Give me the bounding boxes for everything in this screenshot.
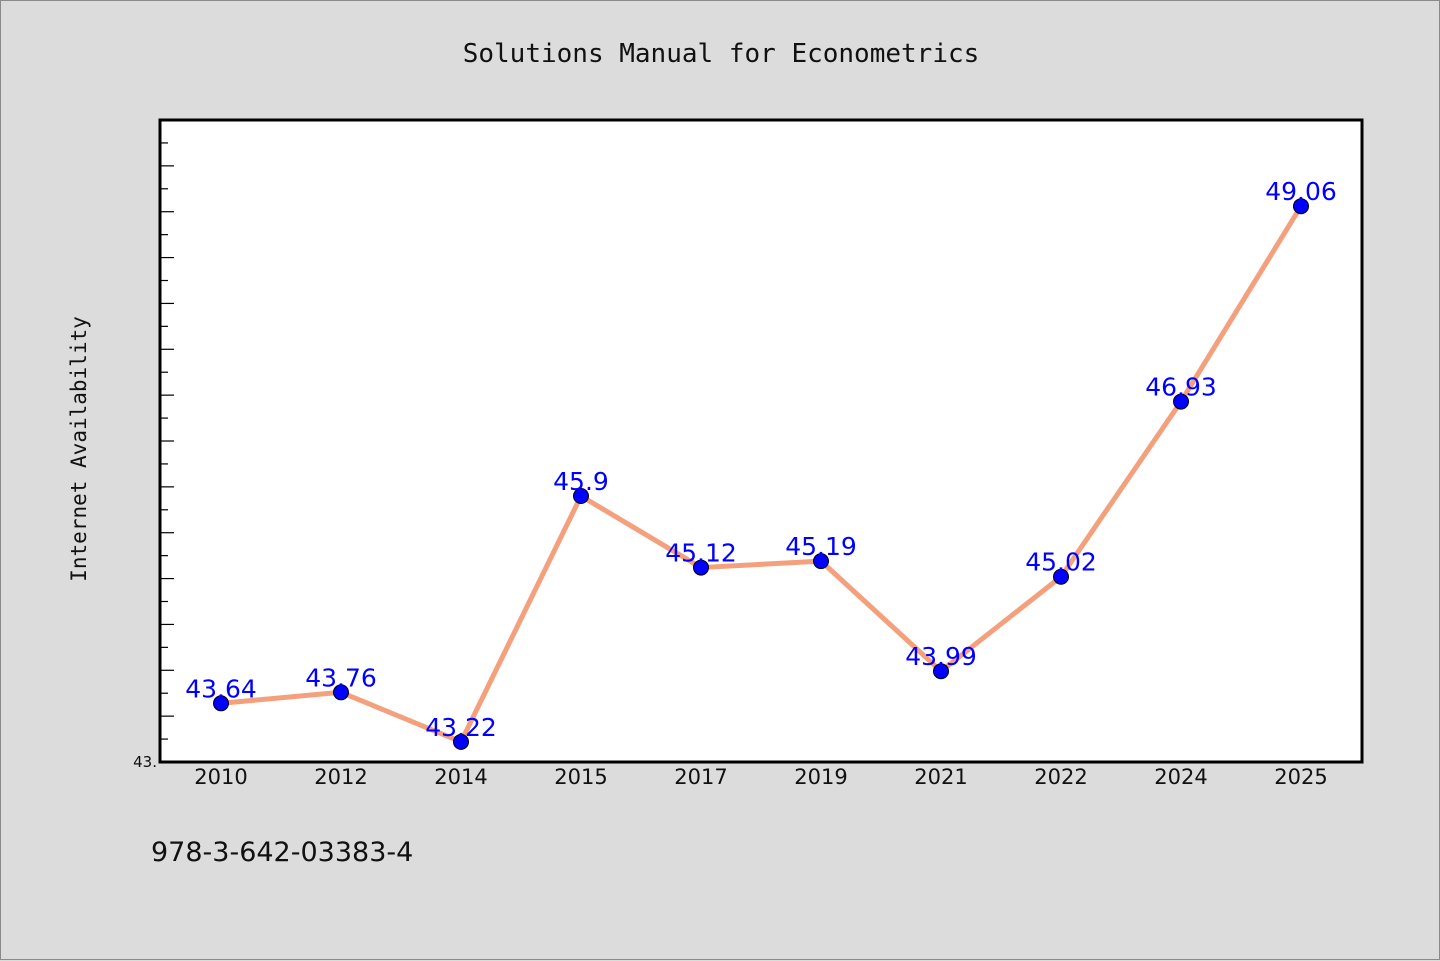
x-tick-label: 2012	[314, 765, 367, 789]
data-point	[1053, 568, 1069, 585]
data-point	[813, 553, 829, 570]
x-tick-label: 2019	[794, 765, 847, 789]
y-axis-label: Internet Availability	[67, 316, 91, 582]
chart-title: Solutions Manual for Econometrics	[463, 39, 980, 69]
data-labels: 43.64 43.76 43.22 45.9 45.12 45.19 43.99 45.02 4…	[185, 177, 1337, 742]
x-tick-label: 2025	[1274, 765, 1327, 789]
plot-area	[158, 118, 1364, 764]
x-tick-label: 2010	[194, 765, 247, 789]
series-layer	[213, 198, 1309, 750]
data-point	[1293, 198, 1309, 215]
x-tick-label: 2024	[1154, 765, 1207, 789]
data-point	[933, 663, 949, 680]
data-label: 49.06	[1265, 177, 1337, 206]
data-point	[333, 684, 349, 701]
data-point	[693, 559, 709, 576]
data-label: 45.9	[553, 467, 609, 496]
data-point	[573, 488, 589, 505]
data-label: 45.19	[785, 532, 857, 561]
series-line	[218, 203, 1304, 745]
data-point	[1173, 393, 1189, 410]
data-point	[213, 695, 229, 712]
data-label: 43.22	[425, 713, 497, 742]
x-tick-label: 2015	[554, 765, 607, 789]
x-axis-ticks: 2010 2012 2014 2015 2017 2019 2021 2022 2024 2025	[194, 765, 1327, 789]
data-label: 46.93	[1145, 373, 1217, 402]
data-label: 45.12	[665, 539, 737, 568]
y-tick-label: 43.	[133, 753, 157, 771]
x-tick-label: 2017	[674, 765, 727, 789]
x-tick-label: 2014	[434, 765, 487, 789]
y-axis-ticks: 43.	[133, 119, 174, 771]
data-label: 43.76	[305, 663, 377, 692]
x-tick-label: 2022	[1034, 765, 1087, 789]
x-tick-label: 2021	[914, 765, 967, 789]
data-point	[453, 733, 469, 750]
isbn-text: 978-3-642-03383-4	[151, 837, 414, 868]
data-label: 43.64	[185, 674, 257, 703]
data-label: 43.99	[905, 642, 977, 671]
data-label: 45.02	[1025, 548, 1097, 577]
